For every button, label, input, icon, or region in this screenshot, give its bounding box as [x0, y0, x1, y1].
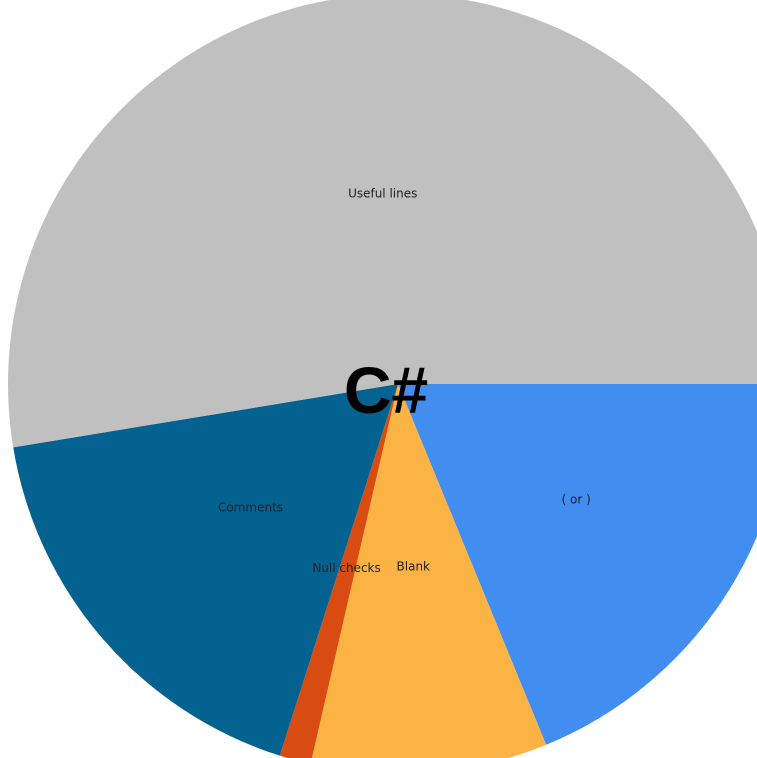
pie-slice-null-checks — [279, 384, 398, 758]
pie-label-useful-lines: Useful lines — [348, 186, 417, 200]
pie-labels: ( or ) Blank Null checks Comments Useful lin… — [218, 186, 591, 575]
pie-slice-blank — [311, 384, 547, 758]
pie-label-or: ( or ) — [562, 492, 591, 506]
pie-slice-useful-lines — [8, 0, 757, 448]
pie-slices — [8, 0, 757, 758]
pie-slice-or — [398, 384, 757, 745]
chart-title: C# — [344, 353, 428, 427]
pie-slice-comments — [13, 384, 399, 756]
pie-label-null-checks: Null checks — [312, 561, 380, 575]
pie-label-comments: Comments — [218, 501, 283, 515]
pie-label-blank: Blank — [397, 560, 431, 574]
